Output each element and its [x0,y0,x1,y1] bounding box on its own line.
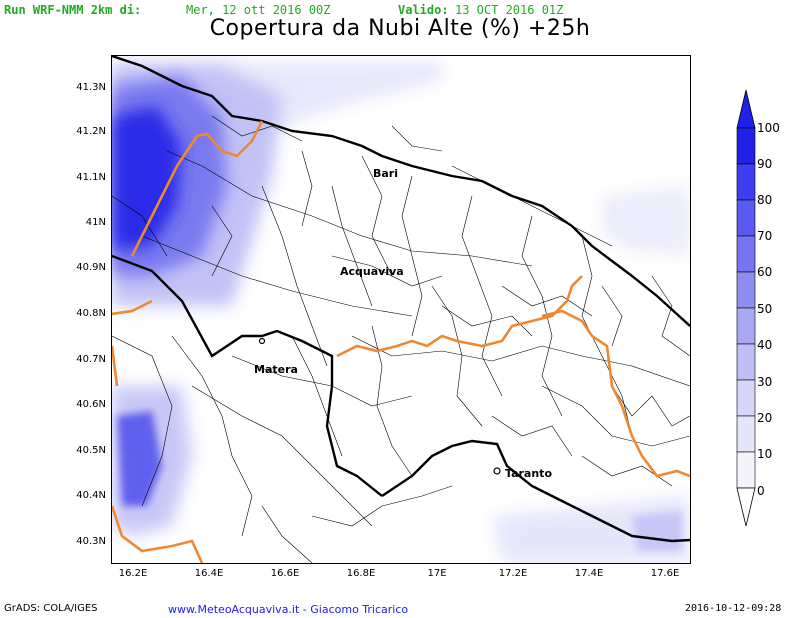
lat-tick-40.4: 40.4N [76,490,106,501]
colorbar-cell [736,163,756,201]
lon-tick-17.2: 17.2E [498,568,528,579]
timestamp: 2016-10-12-09:28 [685,603,782,614]
legend-label-20: 20 [757,411,773,425]
valid-label: Valido: [398,3,449,17]
colorbar-cell [736,307,756,345]
colorbar-cell [736,199,756,237]
region-border-w [112,299,153,316]
lat-tick-40.6: 40.6N [76,399,106,410]
region-border-east [541,309,690,478]
main-borders [112,56,690,543]
map-svg [112,56,690,563]
colorbar-cells [736,127,756,489]
ionian-coastline [381,439,690,543]
matera-marker [258,337,266,345]
run-date: Mer, 12 ott 2016 00Z [186,3,331,17]
city-label-matera: Matera [254,363,298,376]
lat-tick-40.9: 40.9N [76,262,106,273]
city-label-taranto: Taranto [505,467,553,480]
grads-credit: GrADS: COLA/IGES [4,603,98,614]
run-label: Run WRF-NMM 2km di: [4,3,142,17]
lon-tick-17.4: 17.4E [574,568,604,579]
cloud-se-spot [632,511,682,551]
cloud-pale-east [602,186,690,256]
adriatic-coastline [112,56,690,327]
lat-tick-41.2: 41.2N [76,126,106,137]
taranto-marker [493,467,501,475]
legend-label-60: 60 [757,265,773,279]
colorbar-top-arrow [736,89,756,129]
province-boundaries [112,115,690,563]
legend-label-90: 90 [757,157,773,171]
lat-tick-41.3: 41.3N [76,82,106,93]
lon-tick-16.4: 16.4E [194,568,224,579]
colorbar-cell [736,271,756,309]
colorbar-cell [736,379,756,417]
lat-tick-40.8: 40.8N [76,308,106,319]
lon-tick-17: 17E [427,568,447,579]
region-borders [112,120,690,563]
legend-label-100: 100 [757,121,780,135]
map-title: Copertura da Nubi Alte (%) +25h [209,16,591,41]
lon-tick-17.6: 17.6E [650,568,680,579]
region-border-nw [130,120,264,257]
cloud-west-core [112,106,182,251]
colorbar-cell [736,127,756,165]
region-border-sw [112,505,204,563]
region-border-center [336,275,583,358]
legend-label-70: 70 [757,229,773,243]
legend-label-80: 80 [757,193,773,207]
city-label-bari: Bari [373,167,399,180]
city-markers [258,337,501,475]
city-label-acquaviva: Acquaviva [340,265,404,278]
colorbar-bottom-arrow [736,487,756,527]
region-border-far-w [112,345,119,387]
lon-tick-16.6: 16.6E [270,568,300,579]
lat-tick-40.5: 40.5N [76,445,106,456]
map-canvas [111,55,691,564]
valid-date: 13 OCT 2016 01Z [455,3,564,17]
legend-label-10: 10 [757,447,773,461]
colorbar [736,89,756,527]
site-credit[interactable]: www.MeteoAcquaviva.it - Giacomo Tricaric… [168,603,409,616]
colorbar-cell [736,415,756,453]
colorbar-cell [736,343,756,381]
lat-tick-40.3: 40.3N [76,536,106,547]
lat-tick-40.7: 40.7N [76,354,106,365]
legend-label-30: 30 [757,375,773,389]
lat-tick-41.1: 41.1N [76,172,106,183]
lon-tick-16.2: 16.2E [118,568,148,579]
basilicata-puglia-border [112,254,383,497]
colorbar-cell [736,235,756,273]
legend-label-0: 0 [757,484,765,498]
lon-tick-16.8: 16.8E [346,568,376,579]
colorbar-cell [736,451,756,489]
cloud-sw-core [117,411,162,506]
lat-tick-41: 41N [85,217,106,228]
legend-label-50: 50 [757,302,773,316]
legend-label-40: 40 [757,338,773,352]
